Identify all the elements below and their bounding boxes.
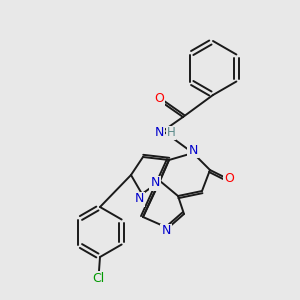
Text: N: N: [188, 143, 198, 157]
Text: Cl: Cl: [92, 272, 104, 284]
Text: N: N: [161, 224, 171, 238]
Text: O: O: [154, 92, 164, 106]
Text: N: N: [154, 127, 164, 140]
Text: N: N: [134, 193, 144, 206]
Text: N: N: [150, 176, 160, 190]
Text: O: O: [224, 172, 234, 184]
Text: H: H: [167, 127, 176, 140]
